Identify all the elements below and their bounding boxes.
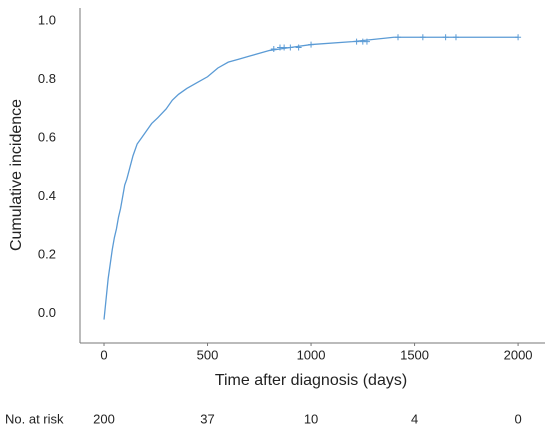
- y-tick-label: 0.8: [38, 71, 56, 86]
- y-tick-label: 0.0: [38, 305, 56, 320]
- y-tick-label: 0.2: [38, 247, 56, 262]
- x-tick-label: 2000: [504, 347, 533, 362]
- x-tick-label: 500: [197, 347, 219, 362]
- censor-mark: [442, 34, 449, 41]
- risk-count: 200: [93, 411, 115, 426]
- x-tick-label: 1500: [400, 347, 429, 362]
- censor-mark: [270, 45, 277, 52]
- censor-mark: [363, 38, 370, 45]
- x-tick-label: 0: [100, 347, 107, 362]
- x-tick-label: 1000: [297, 347, 326, 362]
- y-tick-label: 0.4: [38, 188, 56, 203]
- y-axis-title: Cumulative incidence: [8, 99, 25, 251]
- risk-count: 0: [514, 411, 521, 426]
- censor-mark: [353, 38, 360, 45]
- curve: [103, 36, 519, 320]
- censor-mark: [295, 44, 302, 51]
- censor-mark: [419, 34, 426, 41]
- risk-count: 4: [411, 411, 418, 426]
- censor-mark: [515, 34, 522, 41]
- x-axis-title: Time after diagnosis (days): [215, 372, 407, 389]
- risk-label: No. at risk: [5, 411, 64, 426]
- censor-mark: [395, 34, 402, 41]
- y-tick-label: 0.6: [38, 130, 56, 145]
- censor-mark: [308, 41, 315, 48]
- censor-mark: [287, 44, 294, 51]
- risk-count: 37: [200, 411, 214, 426]
- censor-mark: [452, 34, 459, 41]
- risk-count: 10: [304, 411, 318, 426]
- censor-mark: [281, 44, 288, 51]
- y-tick-label: 1.0: [38, 13, 56, 28]
